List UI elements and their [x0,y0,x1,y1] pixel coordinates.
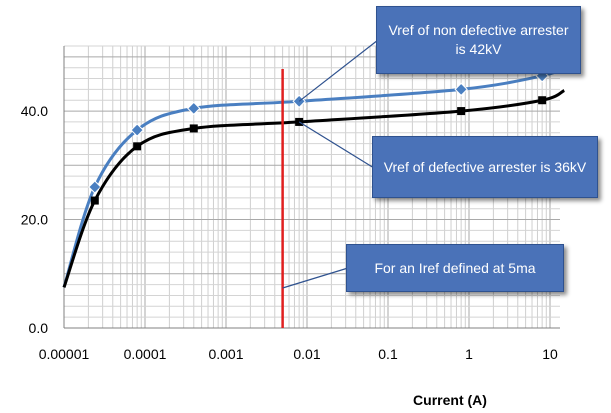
series-2-point [189,124,198,133]
axes [63,46,560,329]
connector-iref [282,267,349,289]
x-tick-label: 10 [542,346,558,362]
series-2-point [457,107,466,116]
series-layer [62,66,565,328]
series-1-point [130,123,144,137]
x-tick-label: 0.01 [293,346,320,362]
series-2-point [90,196,99,205]
series-2-line [62,89,565,288]
series-2-point [538,96,547,105]
callout-defective: Vref of defective arrester is 36kV [372,136,598,198]
callout-iref: For an Iref defined at 5ma [346,244,564,292]
x-axis-title: Current (A) [413,392,487,408]
callout-non-defective: Vref of non defective arrester is 42kV [376,6,581,74]
series-1-point [88,180,102,194]
series-1-point [454,82,468,97]
series-1-point [187,101,201,116]
connector-non-defective [298,39,379,102]
y-tick-labels: 0.0 20.0 40.0 [21,103,48,336]
y-tick-label: 0.0 [29,320,49,336]
x-tick-labels: 0.00001 0.0001 0.001 0.01 0.1 1 10 [39,346,558,362]
y-tick-label: 20.0 [21,212,48,228]
x-tick-label: 0.1 [378,346,398,362]
y-tick-label: 40.0 [21,103,48,119]
x-tick-label: 0.0001 [124,346,167,362]
x-tick-label: 0.001 [208,346,243,362]
x-tick-label: 1 [465,346,473,362]
series-2-point [133,142,142,151]
connector-defective [298,121,375,169]
callout-connectors [282,39,379,289]
x-tick-label: 0.00001 [39,346,90,362]
